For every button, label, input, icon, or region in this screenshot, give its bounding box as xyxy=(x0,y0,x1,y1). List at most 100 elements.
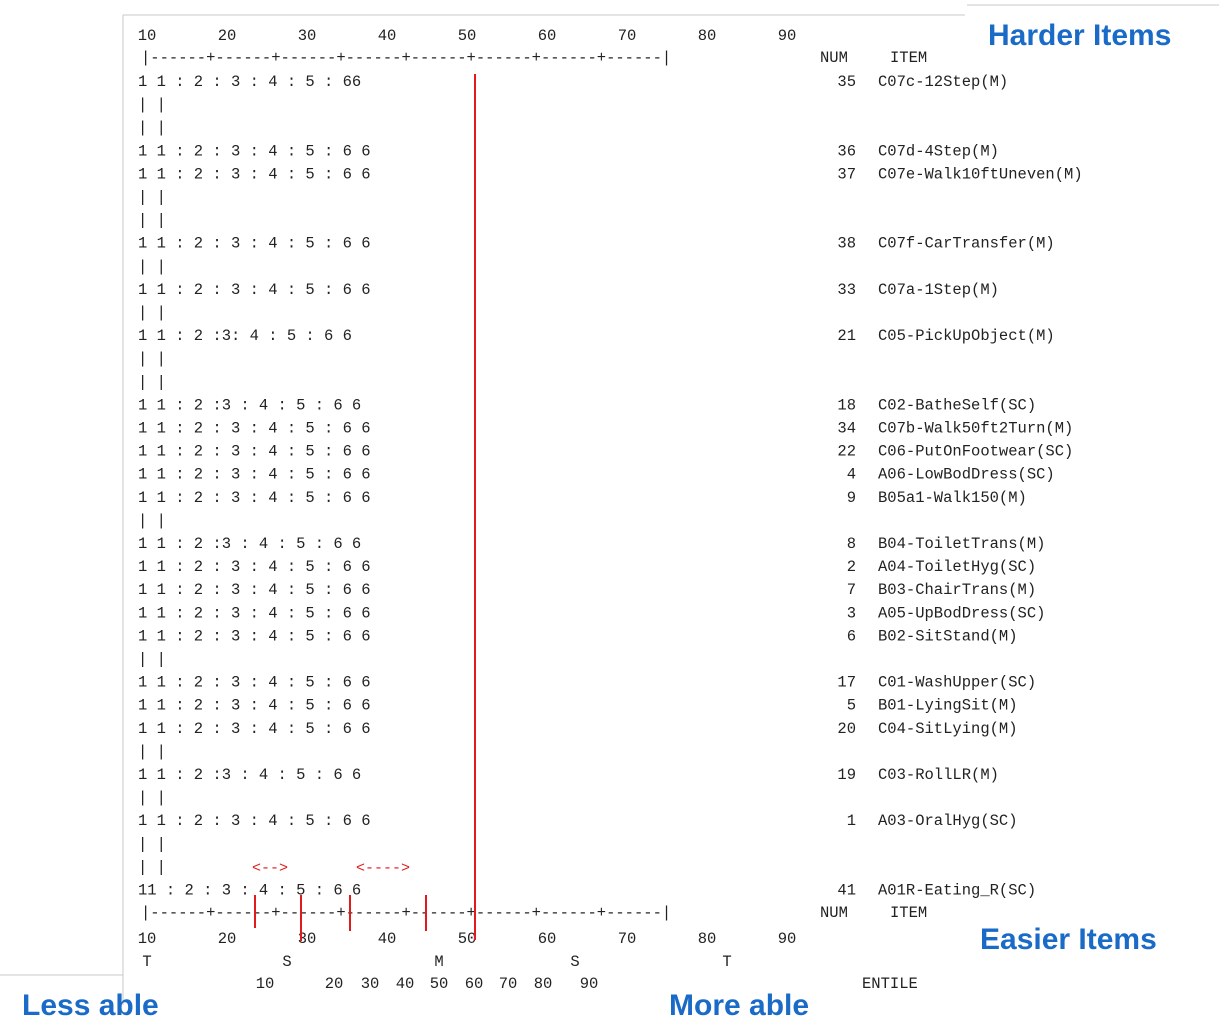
item-header-bottom: ITEM xyxy=(890,904,927,922)
row-probability-line: 1 1 : 2 : 3 : 4 : 5 : 6 6 xyxy=(138,142,371,160)
item-name: C02-BatheSelf(SC) xyxy=(878,396,1036,414)
x-tick-label: 30 xyxy=(298,27,317,45)
item-name: A06-LowBodDress(SC) xyxy=(878,466,1055,484)
harder-items-label: Harder Items xyxy=(988,19,1171,52)
percentile-tick: 70 xyxy=(499,975,518,993)
item-num: 34 xyxy=(837,420,856,438)
row-probability-line: 1 1 : 2 : 3 : 4 : 5 : 6 6 xyxy=(138,235,371,253)
top-axis-rule: |------+------+------+------+------+----… xyxy=(141,49,671,67)
row-probability-line: 1 1 : 2 : 3 : 4 : 5 : 6 6 xyxy=(138,489,371,507)
row-probability-line: 1 1 : 2 : 3 : 4 : 5 : 6 6 xyxy=(138,627,371,645)
percentile-ticks: 10 20 30 40 50 60 70 80 90 xyxy=(256,975,599,993)
row-probability-line: 1 1 : 2 : 3 : 4 : 5 : 6 6 xyxy=(138,812,371,830)
distribution-marker: S xyxy=(282,953,291,971)
x-tick-label: 20 xyxy=(218,930,237,948)
row-probability-line: 1 1 : 2 :3 : 4 : 5 : 6 6 xyxy=(138,535,361,553)
x-tick-label: 90 xyxy=(778,27,797,45)
item-name: C07c-12Step(M) xyxy=(878,73,1008,91)
item-name: A03-OralHyg(SC) xyxy=(878,812,1018,830)
row-probability-line: | | xyxy=(138,304,166,322)
item-num: 19 xyxy=(837,766,856,784)
row-probability-line: 1 1 : 2 : 3 : 4 : 5 : 6 6 xyxy=(138,674,371,692)
row-probability-line: | | xyxy=(138,212,166,230)
item-name: C05-PickUpObject(M) xyxy=(878,327,1055,345)
percentile-tick: 40 xyxy=(396,975,415,993)
x-tick-label: 60 xyxy=(538,27,557,45)
row-probability-line: | | xyxy=(138,743,166,761)
item-name: C07d-4Step(M) xyxy=(878,142,999,160)
easier-items-label: Easier Items xyxy=(980,923,1157,956)
item-name: B04-ToiletTrans(M) xyxy=(878,535,1045,553)
percentile-label: ENTILE xyxy=(862,975,918,993)
item-num: 18 xyxy=(837,396,856,414)
row-probability-line: | | xyxy=(138,512,166,530)
x-tick-label: 80 xyxy=(698,27,717,45)
x-tick-label: 50 xyxy=(458,930,477,948)
bottom-axis-ticks: 10 20 30 40 50 60 70 80 90 xyxy=(138,930,797,948)
row-probability-line: | | xyxy=(138,189,166,207)
item-name: C06-PutOnFootwear(SC) xyxy=(878,443,1073,461)
row-probability-line: 11 : 2 : 3 : 4 : 5 : 6 6 xyxy=(138,882,361,900)
x-tick-label: 60 xyxy=(538,930,557,948)
item-name: B05a1-Walk150(M) xyxy=(878,489,1027,507)
x-tick-label: 30 xyxy=(298,930,317,948)
row-probability-line: | | xyxy=(138,373,166,391)
row-probability-line: | | xyxy=(138,858,166,876)
row-probability-line: | | xyxy=(138,350,166,368)
percentile-tick: 50 xyxy=(430,975,449,993)
item-num: 4 xyxy=(847,466,856,484)
item-num: 41 xyxy=(837,882,856,900)
x-tick-label: 40 xyxy=(378,27,397,45)
item-num: 3 xyxy=(847,604,856,622)
bottom-axis-rule: |------+------+------+------+------+----… xyxy=(141,904,671,922)
more-able-label: More able xyxy=(669,989,809,1022)
item-name: C04-SitLying(M) xyxy=(878,720,1018,738)
row-probability-line: 1 1 : 2 : 3 : 4 : 5 : 6 6 xyxy=(138,558,371,576)
threshold-marks xyxy=(254,895,427,941)
item-name: C03-RollLR(M) xyxy=(878,766,999,784)
item-num: 20 xyxy=(837,720,856,738)
item-name: C07b-Walk50ft2Turn(M) xyxy=(878,420,1073,438)
item-name: A05-UpBodDress(SC) xyxy=(878,604,1045,622)
item-num: 37 xyxy=(837,165,856,183)
item-name: A04-ToiletHyg(SC) xyxy=(878,558,1036,576)
less-able-label: Less able xyxy=(22,989,159,1022)
item-header-top: ITEM xyxy=(890,49,927,67)
percentile-tick: 60 xyxy=(465,975,484,993)
row-probability-line: | | xyxy=(138,651,166,669)
item-num: 17 xyxy=(837,674,856,692)
row-probability-line: 1 1 : 2 : 3 : 4 : 5 : 6 6 xyxy=(138,420,371,438)
x-tick-label: 10 xyxy=(138,930,157,948)
x-tick-label: 40 xyxy=(378,930,397,948)
item-num: 35 xyxy=(837,73,856,91)
top-axis-ticks: 10 20 30 40 50 60 70 80 90 xyxy=(138,27,797,45)
distribution-marker: M xyxy=(434,953,443,971)
row-probability-line: 1 1 : 2 :3: 4 : 5 : 6 6 xyxy=(138,327,352,345)
item-name: B03-ChairTrans(M) xyxy=(878,581,1036,599)
row-probability-line: | | xyxy=(138,119,166,137)
item-name: C01-WashUpper(SC) xyxy=(878,674,1036,692)
item-name: C07f-CarTransfer(M) xyxy=(878,235,1055,253)
item-num: 33 xyxy=(837,281,856,299)
item-num: 7 xyxy=(847,581,856,599)
percentile-tick: 80 xyxy=(534,975,553,993)
row-probability-line: 1 1 : 2 : 3 : 4 : 5 : 6 6 xyxy=(138,281,371,299)
row-probability-line: | | xyxy=(138,789,166,807)
x-tick-label: 50 xyxy=(458,27,477,45)
row-probability-line: 1 1 : 2 : 3 : 4 : 5 : 66 xyxy=(138,73,361,91)
row-probability-line: 1 1 : 2 :3 : 4 : 5 : 6 6 xyxy=(138,766,361,784)
item-num: 36 xyxy=(837,142,856,160)
item-num: 1 xyxy=(847,812,856,830)
gap-arrow-small: <--> xyxy=(252,860,288,877)
item-num: 8 xyxy=(847,535,856,553)
item-num: 22 xyxy=(837,443,856,461)
x-tick-label: 70 xyxy=(618,27,637,45)
x-tick-label: 90 xyxy=(778,930,797,948)
item-num: 6 xyxy=(847,627,856,645)
item-name: A01R-Eating_R(SC) xyxy=(878,882,1036,900)
x-tick-label: 70 xyxy=(618,930,637,948)
row-probability-line: | | xyxy=(138,96,166,114)
percentile-tick: 20 xyxy=(325,975,344,993)
percentile-tick: 90 xyxy=(580,975,599,993)
